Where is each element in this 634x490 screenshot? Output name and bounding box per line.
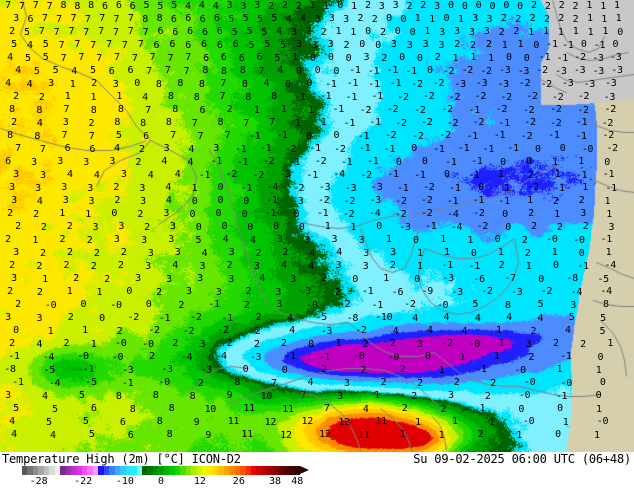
colorbar-swatch	[60, 466, 66, 475]
colorbar-swatch	[81, 466, 88, 475]
colorbar-swatch	[27, 466, 33, 475]
colorbar-swatch	[163, 466, 170, 475]
colorbar-tick-label: 0	[157, 476, 165, 487]
colorbar-swatch	[71, 466, 77, 475]
colorbar-swatch	[289, 466, 295, 475]
footer-bar: Temperature High (2m) [°C] ICON-D2 Su 09…	[0, 452, 634, 490]
colorbar-swatch	[109, 466, 115, 475]
colorbar-swatch	[212, 466, 219, 475]
colorbar-swatch	[120, 466, 126, 475]
colorbar-tick-label: 12	[193, 476, 206, 487]
colorbar-swatch	[261, 466, 268, 475]
colorbar-swatch	[185, 466, 192, 475]
colorbar-tick-label: -10	[115, 476, 134, 487]
colorbar-tick-label: -28	[29, 476, 48, 487]
colorbar-swatch	[283, 466, 290, 475]
colorbar-swatch	[98, 466, 104, 475]
colorbar-swatch	[223, 466, 230, 475]
colorbar-swatch	[234, 466, 241, 475]
colorbar-tick-labels: -28 -22 -10 0 12 26 38 48	[4, 476, 324, 488]
colorbar-swatch	[196, 466, 202, 475]
colorbar-legend[interactable]: -28 -22 -10 0 12 26 38 48	[22, 466, 312, 490]
colorbar-swatch	[87, 466, 93, 475]
colorbar-swatch	[92, 466, 99, 475]
colorbar-swatch	[32, 466, 39, 475]
colorbar-swatch	[76, 466, 82, 475]
temperature-field-canvas[interactable]	[0, 0, 634, 452]
colorbar-swatch	[158, 466, 164, 475]
colorbar-swatch	[207, 466, 213, 475]
colorbar-swatch	[272, 466, 279, 475]
colorbar-swatch	[174, 466, 181, 475]
colorbar-swatch	[229, 466, 235, 475]
colorbar-tick-label: 38	[268, 476, 281, 487]
colorbar-swatch	[245, 466, 252, 475]
colorbar-swatch	[201, 466, 208, 475]
colorbar-swatch	[152, 466, 159, 475]
colorbar-swatch	[218, 466, 224, 475]
colorbar-swatch	[131, 466, 137, 475]
colorbar-swatch	[114, 466, 121, 475]
colorbar-swatch	[54, 466, 61, 475]
colorbar-swatch	[294, 466, 301, 475]
colorbar-swatches[interactable]	[22, 466, 301, 475]
colorbar-swatch	[38, 466, 44, 475]
colorbar-swatch	[147, 466, 153, 475]
colorbar-swatch	[103, 466, 110, 475]
colorbar-swatch	[43, 466, 50, 475]
colorbar-swatch	[278, 466, 284, 475]
colorbar-swatch	[22, 466, 28, 475]
colorbar-swatch	[49, 466, 55, 475]
colorbar-swatch	[136, 466, 142, 475]
colorbar-swatch	[180, 466, 186, 475]
colorbar-swatch	[240, 466, 246, 475]
colorbar-swatch	[256, 466, 262, 475]
colorbar-swatch	[191, 466, 197, 475]
colorbar-swatch	[125, 466, 132, 475]
page-title: Temperature High (2m) [°C] ICON-D2	[2, 452, 241, 466]
colorbar-swatch	[251, 466, 257, 475]
colorbar-swatch	[141, 466, 148, 475]
colorbar-overflow-arrow-icon	[300, 466, 309, 474]
colorbar-tick-label: 26	[232, 476, 245, 487]
colorbar-swatch	[169, 466, 175, 475]
colorbar-swatch	[65, 466, 72, 475]
forecast-run-timestamp: Su 09-02-2025 06:00 UTC (06+48)	[413, 452, 631, 466]
colorbar-tick-label: -22	[74, 476, 93, 487]
colorbar-tick-label: 48	[291, 476, 304, 487]
colorbar-swatch	[267, 466, 273, 475]
